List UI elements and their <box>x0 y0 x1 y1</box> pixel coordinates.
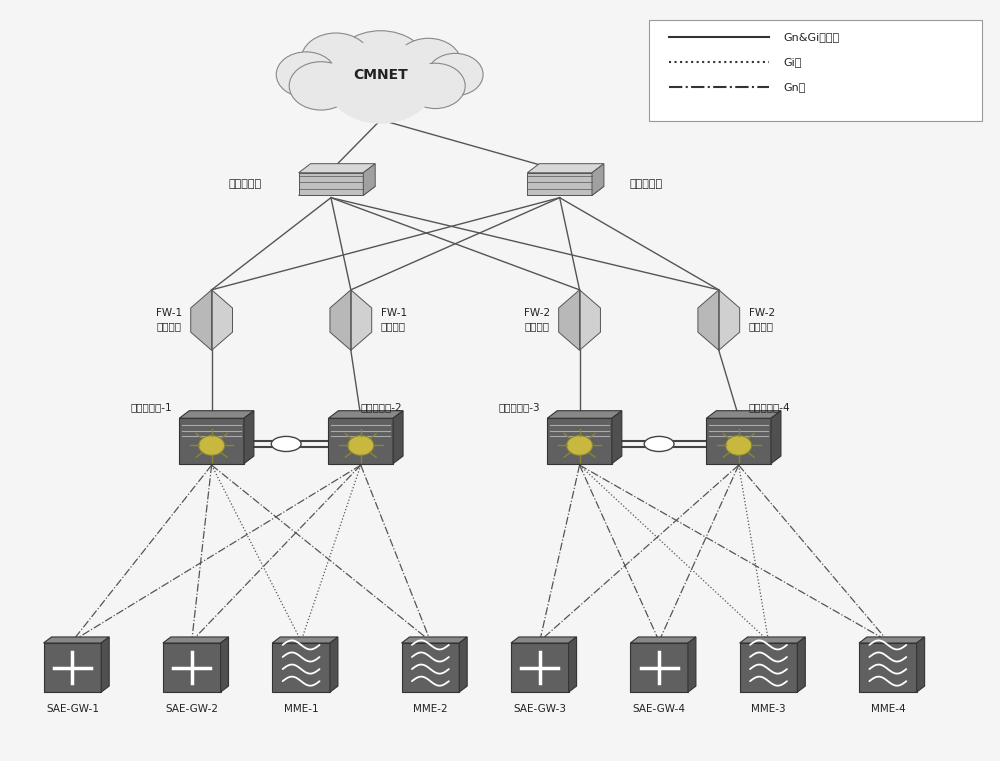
Text: SAE-GW-1: SAE-GW-1 <box>46 704 99 714</box>
Polygon shape <box>191 290 212 350</box>
Polygon shape <box>592 164 604 196</box>
Polygon shape <box>179 419 244 463</box>
Circle shape <box>301 33 371 86</box>
FancyBboxPatch shape <box>649 20 982 122</box>
Polygon shape <box>330 637 338 692</box>
Text: 核心交换机-1: 核心交换机-1 <box>130 403 172 412</box>
Circle shape <box>289 62 353 110</box>
Polygon shape <box>859 643 917 692</box>
Text: SAE-GW-4: SAE-GW-4 <box>633 704 686 714</box>
Text: FW-2
（主用）: FW-2 （主用） <box>524 308 550 332</box>
Text: CMNET: CMNET <box>353 68 408 81</box>
Polygon shape <box>511 643 569 692</box>
Ellipse shape <box>644 436 674 451</box>
Polygon shape <box>299 164 375 173</box>
Circle shape <box>396 38 461 88</box>
Text: 核心交换机-3: 核心交换机-3 <box>498 403 540 412</box>
Circle shape <box>333 30 428 103</box>
Polygon shape <box>212 290 232 350</box>
Polygon shape <box>511 637 577 643</box>
Circle shape <box>341 62 420 122</box>
Text: FW-2
（备用）: FW-2 （备用） <box>749 308 775 332</box>
Polygon shape <box>272 637 338 643</box>
Polygon shape <box>459 637 467 692</box>
Polygon shape <box>740 643 797 692</box>
Circle shape <box>348 435 374 455</box>
Text: 互联网节点: 互联网节点 <box>228 179 261 189</box>
Text: 互联网节点: 互联网节点 <box>629 179 662 189</box>
Polygon shape <box>163 637 229 643</box>
Polygon shape <box>527 173 592 196</box>
Polygon shape <box>688 637 696 692</box>
Polygon shape <box>569 637 577 692</box>
Polygon shape <box>402 637 467 643</box>
Polygon shape <box>221 637 229 692</box>
Polygon shape <box>44 637 109 643</box>
Polygon shape <box>698 290 719 350</box>
Polygon shape <box>527 186 604 196</box>
Polygon shape <box>363 164 375 196</box>
Text: SAE-GW-2: SAE-GW-2 <box>165 704 218 714</box>
Text: Gn&Gi混合流: Gn&Gi混合流 <box>783 32 840 42</box>
Polygon shape <box>351 290 372 350</box>
Polygon shape <box>612 411 622 463</box>
Text: MME-1: MME-1 <box>284 704 318 714</box>
Polygon shape <box>740 637 805 643</box>
Polygon shape <box>272 643 330 692</box>
Text: Gi流: Gi流 <box>783 57 802 67</box>
Circle shape <box>406 63 465 109</box>
Text: MME-3: MME-3 <box>751 704 786 714</box>
Circle shape <box>726 435 752 455</box>
Polygon shape <box>580 290 600 350</box>
Polygon shape <box>328 411 403 419</box>
Circle shape <box>427 53 483 96</box>
Polygon shape <box>706 419 771 463</box>
Polygon shape <box>44 643 101 692</box>
Polygon shape <box>859 637 925 643</box>
Circle shape <box>276 52 336 97</box>
Polygon shape <box>706 411 781 419</box>
Polygon shape <box>330 290 351 350</box>
Polygon shape <box>163 643 221 692</box>
Circle shape <box>199 435 225 455</box>
Polygon shape <box>547 411 622 419</box>
Polygon shape <box>547 419 612 463</box>
Polygon shape <box>402 643 459 692</box>
Polygon shape <box>559 290 580 350</box>
Polygon shape <box>630 637 696 643</box>
Text: 核心交换机-2: 核心交换机-2 <box>361 403 402 412</box>
Polygon shape <box>299 173 363 196</box>
Polygon shape <box>527 164 604 173</box>
Polygon shape <box>244 411 254 463</box>
Polygon shape <box>630 643 688 692</box>
Text: MME-2: MME-2 <box>413 704 448 714</box>
Text: Gn流: Gn流 <box>783 81 806 91</box>
Polygon shape <box>771 411 781 463</box>
Text: SAE-GW-3: SAE-GW-3 <box>513 704 566 714</box>
Polygon shape <box>917 637 925 692</box>
Circle shape <box>326 40 435 123</box>
Polygon shape <box>101 637 109 692</box>
Text: MME-4: MME-4 <box>871 704 905 714</box>
Polygon shape <box>299 186 375 196</box>
Polygon shape <box>797 637 805 692</box>
Polygon shape <box>719 290 740 350</box>
Text: FW-1
（备用）: FW-1 （备用） <box>381 308 407 332</box>
Ellipse shape <box>291 50 470 107</box>
Text: 核心交换机-4: 核心交换机-4 <box>749 403 790 412</box>
Polygon shape <box>179 411 254 419</box>
Circle shape <box>567 435 592 455</box>
Ellipse shape <box>271 436 301 451</box>
Text: FW-1
（主用）: FW-1 （主用） <box>156 308 182 332</box>
Polygon shape <box>393 411 403 463</box>
Polygon shape <box>328 419 393 463</box>
